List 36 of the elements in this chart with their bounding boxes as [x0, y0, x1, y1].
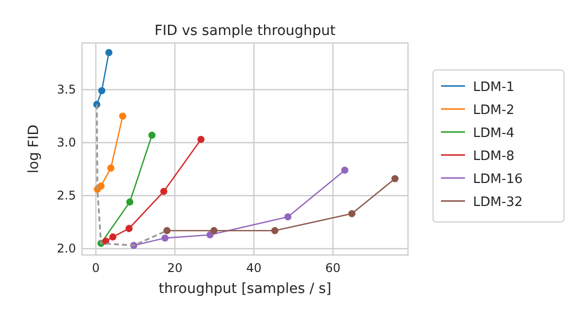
- point: [348, 210, 356, 218]
- point: [341, 166, 348, 174]
- legend-label: LDM-32: [473, 195, 523, 210]
- point: [107, 164, 114, 172]
- x-tick-label: 0: [92, 261, 100, 275]
- point: [163, 227, 171, 234]
- x-tick-label: 20: [167, 261, 182, 275]
- point: [109, 233, 116, 241]
- y-tick-label: 2.0: [56, 242, 76, 256]
- point: [284, 213, 292, 220]
- legend-label: LDM-16: [473, 172, 523, 187]
- point: [119, 112, 126, 120]
- legend-label: LDM-1: [473, 80, 514, 95]
- point: [105, 48, 112, 56]
- chart-title: FID vs sample throughput: [154, 23, 336, 39]
- point: [206, 231, 214, 238]
- x-tick-label: 60: [325, 261, 341, 275]
- point: [160, 188, 168, 195]
- y-tick-label: 3.0: [56, 136, 76, 150]
- x-axis-title: throughput [samples / s]: [158, 281, 332, 297]
- x-tick-label: 40: [246, 261, 262, 275]
- point: [148, 132, 156, 139]
- point: [161, 234, 169, 242]
- y-axis-title: log FID: [26, 124, 42, 174]
- point: [98, 87, 106, 94]
- legend-label: LDM-8: [473, 149, 514, 164]
- point: [197, 136, 205, 144]
- legend-label: LDM-2: [473, 103, 514, 118]
- point: [126, 198, 134, 206]
- point: [271, 227, 278, 234]
- point: [210, 227, 218, 234]
- point: [391, 175, 399, 182]
- y-tick-label: 3.5: [56, 82, 76, 97]
- point: [125, 224, 133, 232]
- y-tick-label: 2.5: [56, 188, 76, 203]
- legend-label: LDM-4: [473, 126, 514, 141]
